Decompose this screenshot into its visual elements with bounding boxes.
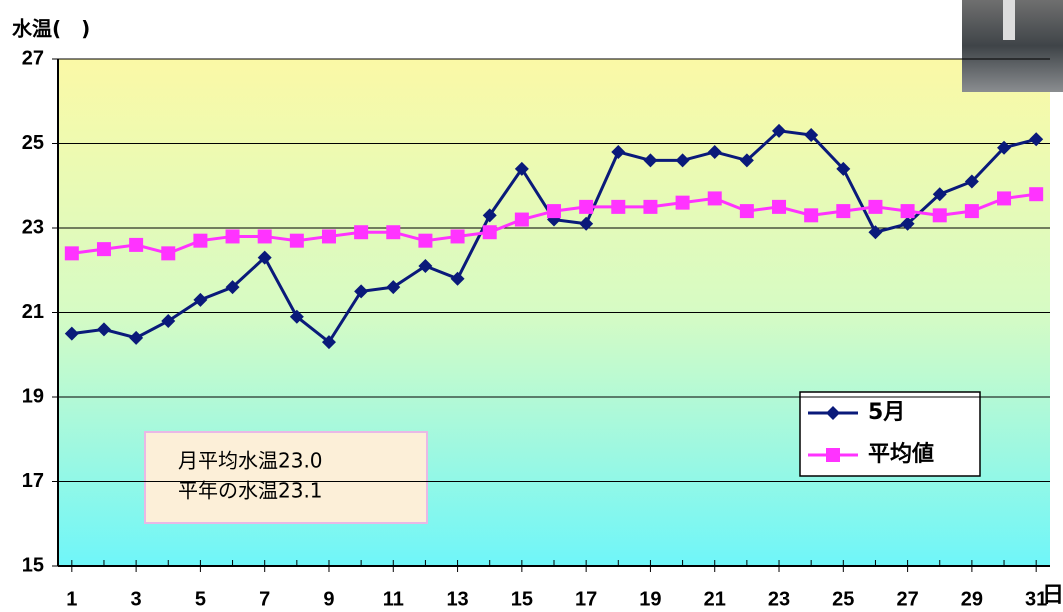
point <box>997 191 1011 205</box>
chart: 水温( ) 日 月平均水温23.0 平年の水温23.1 151719212325… <box>0 0 1063 612</box>
point <box>161 246 175 260</box>
annotation: 月平均水温23.0 <box>178 449 323 473</box>
point <box>97 242 111 256</box>
y-tick-label: 27 <box>22 47 44 69</box>
x-tick-label: 27 <box>896 588 918 610</box>
point <box>579 200 593 214</box>
y-tick-label: 17 <box>22 470 44 492</box>
point <box>65 246 79 260</box>
point <box>258 229 272 243</box>
point <box>868 200 882 214</box>
point <box>322 229 336 243</box>
point <box>965 204 979 218</box>
point <box>483 225 497 239</box>
x-tick-label: 5 <box>195 588 206 610</box>
x-tick-label: 11 <box>383 588 404 610</box>
point <box>1029 187 1043 201</box>
point <box>547 204 561 218</box>
x-tick-label: 29 <box>961 588 983 610</box>
y-axis-label: 水温( ) <box>12 17 90 41</box>
point <box>740 204 754 218</box>
point <box>418 234 432 248</box>
x-tick-label: 1 <box>66 588 77 610</box>
point <box>354 225 368 239</box>
point <box>611 200 625 214</box>
x-tick-label: 15 <box>511 588 533 610</box>
point <box>290 234 304 248</box>
y-tick-label: 25 <box>22 132 44 154</box>
point <box>772 200 786 214</box>
point <box>933 208 947 222</box>
x-tick-label: 13 <box>446 588 468 610</box>
point <box>129 238 143 252</box>
x-tick-label: 25 <box>832 588 854 610</box>
x-tick-label: 9 <box>323 588 334 610</box>
x-tick-label: 21 <box>704 588 726 610</box>
legend-label: 5月 <box>868 400 905 425</box>
legend-label: 平均値 <box>868 441 934 467</box>
y-tick-label: 15 <box>22 554 44 576</box>
y-tick-label: 19 <box>22 385 44 407</box>
point <box>193 234 207 248</box>
point <box>804 208 818 222</box>
annotation: 平年の水温23.1 <box>178 479 323 503</box>
point <box>708 191 722 205</box>
photo-detail <box>1003 0 1015 40</box>
point <box>836 204 850 218</box>
point <box>643 200 657 214</box>
point <box>451 229 465 243</box>
x-tick-label: 17 <box>575 588 597 610</box>
point <box>676 196 690 210</box>
y-tick-label: 21 <box>22 301 44 323</box>
x-tick-label: 7 <box>259 588 270 610</box>
point <box>901 204 915 218</box>
x-tick-label: 3 <box>131 588 142 610</box>
annotation-box <box>145 432 427 523</box>
point <box>386 225 400 239</box>
y-tick-label: 23 <box>22 216 44 238</box>
point <box>226 229 240 243</box>
legend-marker <box>826 448 840 462</box>
x-tick-label: 19 <box>639 588 661 610</box>
x-tick-label: 31 <box>1025 588 1047 610</box>
point <box>515 213 529 227</box>
x-tick-label: 23 <box>768 588 790 610</box>
